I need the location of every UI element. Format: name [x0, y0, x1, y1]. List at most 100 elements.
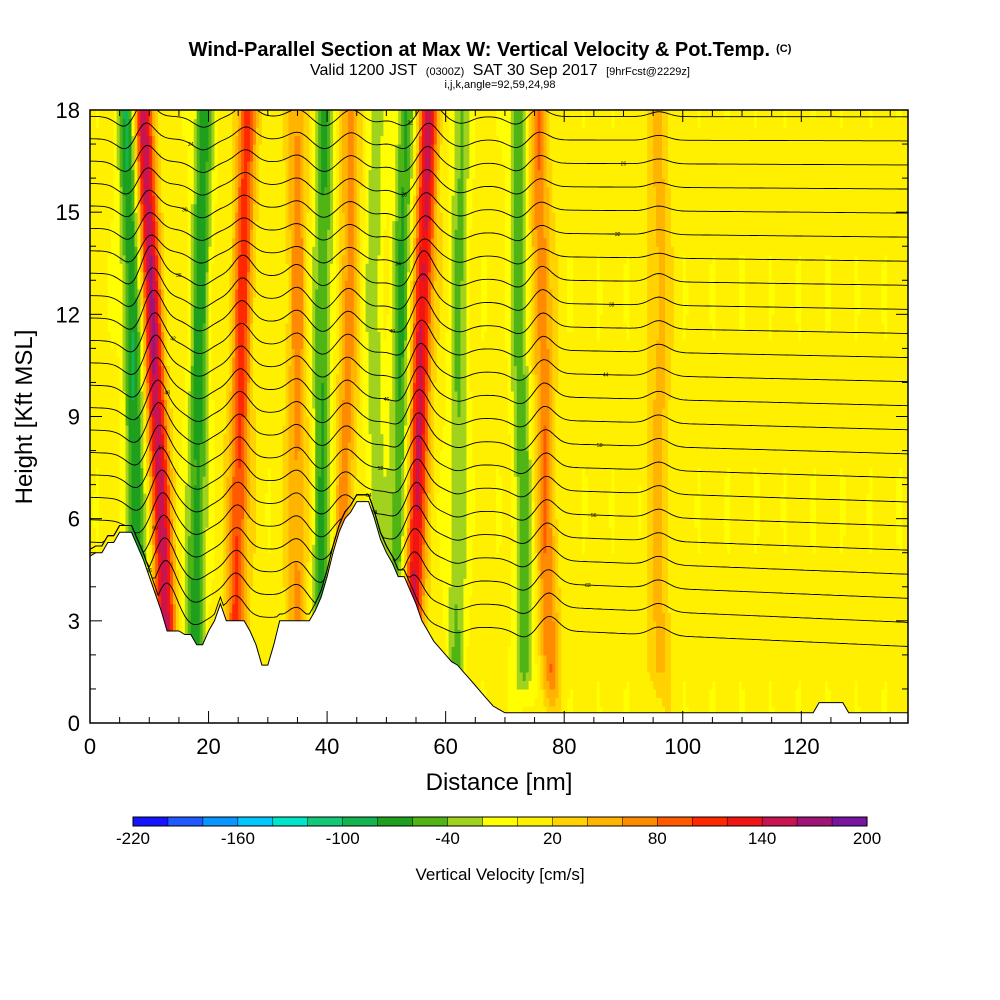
velocity-cell — [187, 407, 192, 418]
velocity-cell — [90, 407, 94, 418]
velocity-cell — [158, 186, 162, 196]
velocity-cell — [205, 484, 210, 494]
velocity-cell — [238, 118, 242, 128]
velocity-cell — [202, 467, 207, 477]
velocity-cell — [205, 373, 210, 384]
velocity-cell — [172, 229, 177, 239]
velocity-cell — [232, 297, 236, 307]
velocity-cell — [125, 331, 130, 341]
velocity-cell — [193, 569, 198, 579]
velocity-cell — [250, 263, 254, 273]
velocity-cell — [255, 603, 260, 613]
velocity-cell — [119, 237, 124, 247]
velocity-cell — [247, 271, 251, 281]
velocity-cell — [190, 535, 195, 545]
velocity-cell — [241, 535, 245, 545]
velocity-cell — [291, 305, 296, 315]
velocity-cell — [288, 161, 293, 171]
velocity-cell — [131, 152, 136, 162]
velocity-cell — [229, 433, 233, 443]
velocity-cell — [276, 407, 281, 418]
velocity-cell — [104, 229, 109, 239]
velocity-cell — [238, 442, 242, 452]
velocity-cell — [134, 305, 139, 315]
velocity-cell — [217, 425, 221, 435]
velocity-cell — [244, 288, 248, 298]
velocity-cell — [217, 586, 221, 596]
velocity-cell — [140, 348, 144, 358]
velocity-cell — [167, 288, 171, 298]
velocity-cell — [175, 416, 180, 426]
velocity-cell — [196, 331, 201, 341]
velocity-cell — [161, 212, 165, 222]
velocity-cell — [253, 603, 257, 613]
velocity-cell — [202, 263, 207, 273]
velocity-cell — [92, 399, 97, 409]
velocity-cell — [167, 263, 171, 273]
velocity-cell — [214, 237, 219, 247]
velocity-cell — [110, 229, 115, 239]
velocity-cell — [199, 271, 204, 281]
velocity-cell — [226, 493, 230, 503]
velocity-cell — [255, 425, 260, 435]
velocity-cell — [104, 271, 109, 281]
velocity-cell — [211, 169, 216, 179]
velocity-cell — [264, 237, 269, 247]
velocity-cell — [238, 382, 242, 392]
velocity-cell — [101, 169, 106, 179]
velocity-cell — [232, 382, 236, 392]
velocity-cell — [244, 416, 248, 426]
velocity-cell — [244, 373, 248, 384]
velocity-cell — [110, 280, 115, 290]
velocity-cell — [128, 331, 133, 341]
velocity-cell — [291, 314, 296, 324]
velocity-cell — [238, 280, 242, 290]
velocity-cell — [172, 518, 177, 528]
velocity-cell — [264, 144, 269, 154]
velocity-cell — [261, 144, 266, 154]
velocity-cell — [190, 212, 195, 222]
velocity-cell — [187, 246, 192, 256]
velocity-cell — [208, 382, 213, 392]
velocity-cell — [107, 288, 112, 298]
velocity-cell — [226, 169, 230, 179]
velocity-cell — [92, 118, 97, 128]
velocity-cell — [273, 527, 278, 537]
velocity-cell — [143, 433, 147, 443]
velocity-cell — [175, 373, 180, 384]
velocity-cell — [143, 407, 147, 418]
velocity-cell — [208, 510, 213, 520]
velocity-cell — [158, 339, 162, 349]
velocity-cell — [155, 552, 159, 562]
velocity-cell — [181, 603, 186, 613]
velocity-cell — [119, 348, 124, 358]
velocity-cell — [270, 135, 275, 145]
velocity-cell — [110, 322, 115, 332]
velocity-cell — [223, 118, 227, 128]
velocity-cell — [122, 254, 127, 264]
velocity-cell — [205, 288, 210, 298]
velocity-cell — [146, 135, 150, 145]
velocity-cell — [255, 407, 260, 418]
velocity-cell — [146, 195, 150, 205]
velocity-cell — [199, 161, 204, 171]
velocity-cell — [104, 356, 109, 367]
velocity-cell — [232, 476, 236, 486]
velocity-cell — [235, 373, 239, 384]
velocity-cell — [267, 603, 272, 613]
velocity-cell — [181, 220, 186, 230]
velocity-cell — [170, 407, 174, 418]
velocity-cell — [116, 237, 121, 247]
velocity-cell — [172, 220, 177, 230]
velocity-cell — [137, 373, 141, 384]
velocity-cell — [155, 425, 159, 435]
velocity-cell — [273, 271, 278, 281]
velocity-cell — [253, 450, 257, 460]
velocity-cell — [190, 127, 195, 137]
velocity-cell — [190, 399, 195, 409]
velocity-cell — [261, 493, 266, 503]
velocity-cell — [220, 195, 224, 205]
velocity-cell — [119, 186, 124, 196]
velocity-cell — [175, 407, 180, 418]
velocity-cell — [253, 178, 257, 188]
